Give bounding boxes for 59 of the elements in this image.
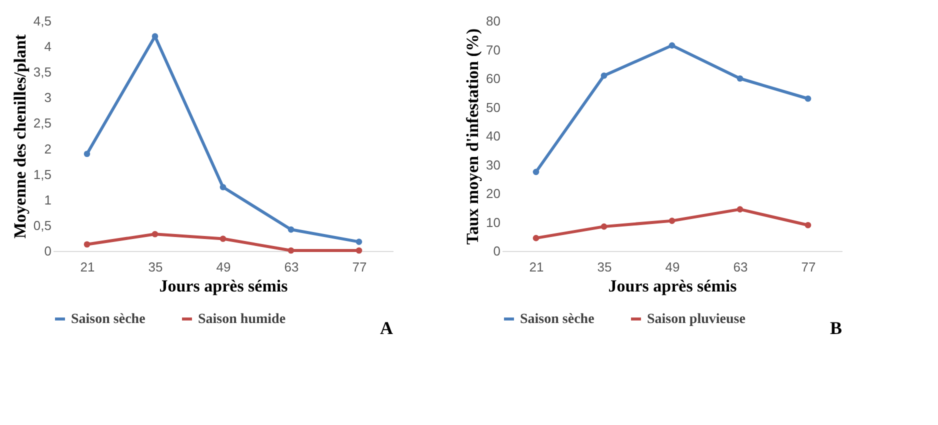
point: [804, 222, 812, 228]
point: [356, 238, 362, 245]
y-tick-label: 4,5: [33, 14, 52, 28]
y-tick-label: 70: [486, 42, 500, 58]
y-tick-label: 4: [44, 39, 52, 54]
y-tick-label: 1,5: [33, 166, 52, 182]
point: [600, 223, 608, 230]
point: [668, 42, 676, 49]
point: [220, 236, 226, 242]
point: [84, 150, 90, 158]
x-tick-label: 35: [597, 260, 612, 274]
point: [220, 184, 226, 190]
y-tick-label: 10: [486, 214, 500, 230]
y-tick-label: 0: [44, 244, 52, 258]
point: [288, 226, 294, 233]
x-tick-label: 77: [801, 260, 816, 274]
y-tick-label: 3,5: [33, 64, 52, 80]
x-tick-label: 63: [733, 260, 748, 274]
text: A: [380, 318, 393, 338]
point: [152, 230, 158, 238]
y-tick-label: 2: [44, 141, 52, 156]
x-tick-label: 35: [148, 260, 163, 274]
y-tick-label: 20: [486, 186, 500, 201]
y-tick-label: 80: [486, 14, 500, 28]
x-tick-label: 49: [665, 260, 680, 274]
y-tick-label: 3: [44, 90, 52, 106]
legend-label: Saison humide: [198, 312, 286, 327]
point: [532, 168, 540, 176]
x-axis-title: Jours après sémis: [159, 276, 288, 296]
point: [532, 234, 540, 242]
y-tick-label: 40: [486, 128, 500, 144]
y-tick-label: 0,5: [33, 218, 52, 233]
point: [600, 72, 608, 79]
y-axis-title: Moyenne des chenilles/plant: [10, 34, 30, 239]
legend-label: Saison sèche: [520, 312, 594, 327]
point: [152, 33, 158, 40]
y-tick-label: 60: [486, 71, 500, 86]
point: [804, 95, 812, 102]
point: [288, 247, 294, 254]
y-tick-label: 1: [44, 192, 52, 208]
point: [84, 241, 90, 248]
x-tick-label: 49: [216, 260, 231, 274]
x-axis-title: Jours après sémis: [608, 276, 738, 296]
legend-label: Saison pluvieuse: [647, 312, 746, 327]
y-tick-label: 30: [486, 157, 500, 172]
y-tick-label: 2,5: [33, 116, 52, 131]
point: [736, 206, 744, 212]
x-tick-label: 21: [529, 260, 544, 274]
x-tick-label: 63: [284, 260, 299, 274]
y-axis-title: Taux moyen d'infestation (%): [463, 28, 482, 245]
x-tick-label: 77: [352, 260, 367, 274]
y-tick-label: 50: [486, 100, 500, 115]
point: [356, 247, 362, 254]
point: [668, 218, 676, 224]
x-tick-label: 21: [80, 260, 95, 274]
text: B: [830, 318, 842, 338]
point: [736, 75, 744, 82]
y-tick-label: 0: [493, 244, 500, 258]
legend-label: Saison sèche: [71, 312, 146, 327]
